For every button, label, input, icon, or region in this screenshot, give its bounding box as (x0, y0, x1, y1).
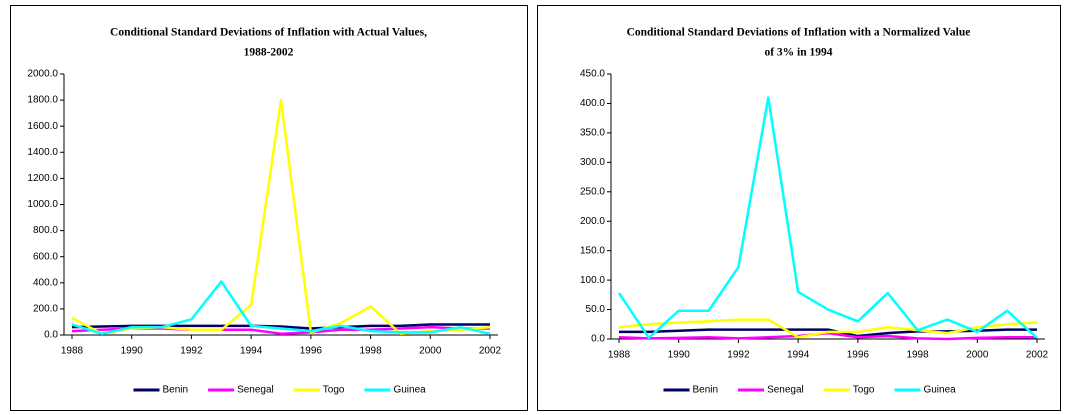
legend-label: Senegal (767, 385, 804, 396)
series-line (71, 280, 491, 335)
y-tick-label: 400.0 (33, 277, 58, 288)
panel-border (10, 5, 528, 411)
y-tick-label: 300.0 (580, 157, 605, 168)
legend-label: Togo (853, 385, 875, 396)
x-tick-label: 1992 (727, 350, 750, 361)
y-tick-label: 1800.0 (27, 95, 58, 106)
y-tick-label: 100.0 (580, 275, 605, 286)
x-tick-label: 1996 (847, 350, 870, 361)
legend-label: Benin (163, 385, 189, 396)
x-tick-label: 1988 (608, 350, 631, 361)
y-tick-label: 0.0 (591, 334, 605, 345)
series-line (618, 318, 1038, 339)
y-tick-label: 200.0 (580, 216, 605, 227)
x-tick-label: 1998 (359, 346, 382, 357)
series-line (619, 328, 1037, 338)
x-tick-label: 1992 (180, 346, 203, 357)
y-tick-label: 150.0 (580, 245, 605, 256)
x-tick-label: 1994 (240, 346, 263, 357)
chart-title: Conditional Standard Deviations of Infla… (627, 27, 971, 39)
chart-title: 1988-2002 (244, 47, 294, 59)
chart-title: of 3% in 1994 (764, 47, 832, 59)
y-tick-label: 50.0 (586, 304, 606, 315)
y-tick-label: 400.0 (580, 98, 605, 109)
legend-label: Senegal (237, 385, 274, 396)
y-tick-label: 350.0 (580, 128, 605, 139)
x-tick-label: 2000 (966, 350, 989, 361)
y-tick-label: 2000.0 (27, 69, 58, 80)
y-tick-label: 1400.0 (27, 147, 58, 158)
series-line (71, 323, 490, 330)
y-tick-label: 450.0 (580, 69, 605, 80)
legend-label: Benin (693, 385, 719, 396)
chart-title: Conditional Standard Deviations of Infla… (110, 27, 427, 39)
x-tick-label: 1998 (906, 350, 929, 361)
x-tick-label: 2000 (419, 346, 442, 357)
y-tick-label: 250.0 (580, 186, 605, 197)
legend-label: Guinea (393, 385, 426, 396)
x-tick-label: 1988 (61, 346, 84, 357)
x-tick-label: 1994 (787, 350, 810, 361)
legend-label: Togo (323, 385, 345, 396)
y-tick-label: 1000.0 (27, 199, 58, 210)
x-tick-label: 2002 (1026, 350, 1049, 361)
x-tick-label: 1996 (300, 346, 323, 357)
y-tick-label: 600.0 (33, 251, 58, 262)
y-tick-label: 1200.0 (27, 173, 58, 184)
y-tick-label: 200.0 (33, 304, 58, 315)
y-tick-label: 0.0 (44, 330, 58, 341)
x-tick-label: 1990 (121, 346, 144, 357)
y-tick-label: 1600.0 (27, 121, 58, 132)
panel-border (537, 5, 1061, 411)
legend-label: Guinea (923, 385, 956, 396)
y-tick-label: 800.0 (33, 225, 58, 236)
series-line (617, 96, 1038, 340)
x-tick-label: 1990 (668, 350, 691, 361)
x-tick-label: 2002 (479, 346, 502, 357)
